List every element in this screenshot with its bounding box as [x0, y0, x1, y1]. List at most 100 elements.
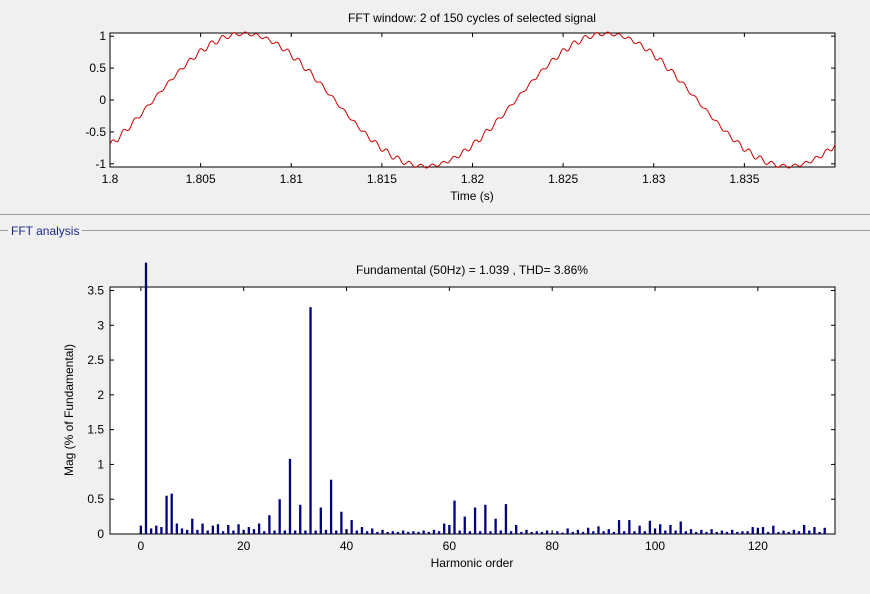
- harmonic-bar: [628, 520, 631, 534]
- harmonic-bar: [453, 500, 456, 534]
- harmonic-bar: [731, 529, 734, 534]
- harmonic-bar: [689, 529, 693, 534]
- harmonic-bar: [751, 527, 754, 534]
- harmonic-bar: [525, 529, 528, 534]
- harmonic-bar: [216, 524, 220, 534]
- harmonic-bar: [767, 531, 770, 534]
- harmonic-bar: [823, 527, 826, 534]
- harmonic-bar: [777, 531, 780, 534]
- signal-line: [109, 31, 836, 169]
- harmonic-bar: [376, 531, 379, 534]
- harmonic-bar: [247, 527, 250, 534]
- harmonic-x-tick-label: 120: [748, 539, 768, 553]
- harmonic-y-tick-label: 2.5: [87, 353, 104, 367]
- harmonic-bar: [679, 521, 682, 534]
- harmonic-bar: [391, 531, 394, 534]
- harmonic-bar: [381, 529, 384, 534]
- harmonic-bar: [818, 531, 821, 534]
- harmonic-bar: [314, 530, 317, 534]
- harmonic-bar: [304, 530, 307, 534]
- signal-x-tick-label: 1.825: [548, 172, 578, 186]
- harmonic-bar: [479, 531, 482, 534]
- harmonic-bar: [761, 527, 765, 534]
- harmonic-bar: [252, 529, 256, 534]
- harmonic-bar: [489, 531, 492, 534]
- harmonic-bar: [556, 531, 559, 534]
- harmonic-bar: [401, 530, 405, 534]
- harmonic-bar: [237, 524, 240, 534]
- harmonic-y-tick-label: 0: [97, 527, 104, 541]
- harmonic-bar: [283, 530, 286, 534]
- harmonic-bar: [180, 528, 184, 534]
- harmonic-bar: [808, 530, 811, 534]
- signal-x-tick-label: 1.835: [729, 172, 759, 186]
- signal-x-tick-label: 1.82: [461, 172, 485, 186]
- signal-y-tick-label: 0: [99, 93, 106, 107]
- harmonic-bar: [581, 531, 585, 534]
- fft-analysis-panel-label: FFT analysis: [8, 224, 83, 238]
- harmonic-bar: [561, 532, 564, 534]
- harmonic-bar: [396, 531, 400, 534]
- harmonic-x-tick-label: 100: [645, 539, 665, 553]
- harmonic-bar: [566, 528, 569, 534]
- signal-y-tick-label: 1: [99, 29, 106, 43]
- harmonic-bar: [309, 307, 312, 534]
- harmonic-bar: [206, 530, 209, 534]
- harmonic-bar: [149, 528, 153, 534]
- harmonic-bar: [211, 525, 214, 534]
- harmonic-bar: [473, 507, 477, 534]
- harmonics-plot-area: [109, 286, 836, 535]
- harmonic-bar: [638, 525, 641, 534]
- harmonic-bar: [407, 531, 410, 534]
- harmonic-bar: [813, 527, 816, 534]
- harmonic-bar: [684, 531, 688, 534]
- harmonic-bar: [797, 531, 801, 534]
- harmonic-bar: [335, 530, 338, 534]
- harmonic-bar: [299, 504, 302, 534]
- harmonic-bar: [324, 529, 328, 534]
- harmonic-bar: [725, 531, 729, 534]
- harmonic-bar: [350, 520, 353, 534]
- harmonic-bar: [196, 529, 199, 534]
- harmonic-bar: [643, 531, 646, 534]
- harmonic-bar: [623, 531, 626, 534]
- harmonic-bar: [509, 531, 513, 534]
- harmonic-bar: [257, 523, 261, 534]
- harmonic-bar: [412, 531, 415, 534]
- signal-plot-xlabel: Time (s): [450, 189, 494, 203]
- harmonic-bar: [170, 493, 173, 534]
- harmonics-plot-title: Fundamental (50Hz) = 1.039 , THD= 3.86%: [356, 263, 588, 277]
- harmonic-bar: [268, 515, 271, 534]
- harmonic-bar: [360, 527, 364, 534]
- harmonic-bar: [772, 525, 775, 534]
- harmonic-bar: [659, 524, 662, 534]
- harmonic-bar: [633, 531, 636, 534]
- harmonic-bar: [165, 495, 168, 534]
- harmonic-bar: [278, 499, 281, 534]
- harmonic-x-tick-label: 0: [138, 539, 145, 553]
- harmonic-bar: [715, 531, 718, 534]
- harmonic-bar: [571, 531, 574, 534]
- harmonic-bar: [576, 529, 580, 534]
- signal-x-tick-label: 1.8: [102, 172, 119, 186]
- signal-plot-title: FFT window: 2 of 150 cycles of selected …: [348, 11, 596, 25]
- harmonic-y-tick-label: 1.5: [87, 423, 104, 437]
- harmonic-bar: [515, 524, 518, 534]
- harmonic-bar: [232, 530, 235, 534]
- harmonic-bar: [664, 530, 667, 534]
- harmonic-bar: [720, 530, 724, 534]
- harmonic-bar: [144, 262, 148, 534]
- harmonic-bar: [617, 520, 621, 534]
- harmonic-bar: [607, 529, 610, 534]
- harmonic-bar: [417, 531, 420, 534]
- harmonic-bar: [520, 531, 523, 534]
- harmonic-bar: [263, 531, 266, 534]
- panel-separator: [0, 230, 870, 231]
- harmonic-bar: [782, 530, 785, 534]
- harmonic-bar: [458, 530, 461, 534]
- harmonic-bar: [175, 523, 178, 534]
- harmonic-y-tick-label: 1: [97, 457, 104, 471]
- harmonic-bar: [612, 531, 616, 534]
- harmonic-bar: [484, 504, 487, 534]
- harmonic-bar: [155, 525, 158, 534]
